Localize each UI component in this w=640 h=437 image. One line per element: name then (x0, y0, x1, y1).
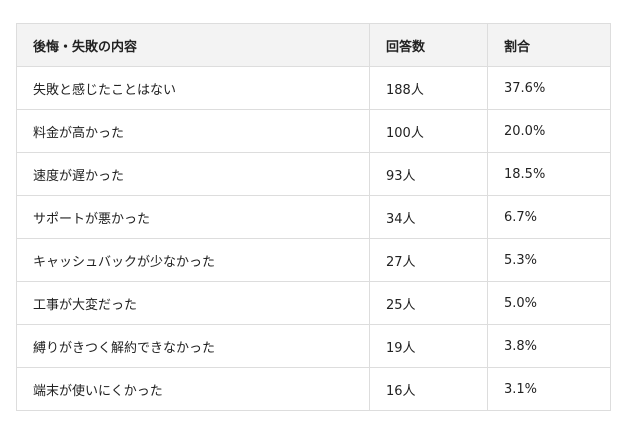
table-row: 縛りがきつく解約できなかった 19人 3.8% (16, 324, 611, 368)
cell-ratio: 5.0% (487, 281, 611, 325)
cell-ratio: 3.8% (487, 324, 611, 368)
cell-count: 27人 (369, 238, 488, 282)
header-content: 後悔・失敗の内容 (16, 23, 370, 67)
table-row: 速度が遅かった 93人 18.5% (16, 152, 611, 196)
table-row: 料金が高かった 100人 20.0% (16, 109, 611, 153)
cell-count: 34人 (369, 195, 488, 239)
cell-content: 速度が遅かった (16, 152, 370, 196)
cell-ratio: 18.5% (487, 152, 611, 196)
header-ratio: 割合 (487, 23, 611, 67)
table-row: キャッシュバックが少なかった 27人 5.3% (16, 238, 611, 282)
cell-content: 工事が大変だった (16, 281, 370, 325)
cell-ratio: 37.6% (487, 66, 611, 110)
cell-content: 端末が使いにくかった (16, 367, 370, 411)
cell-ratio: 6.7% (487, 195, 611, 239)
cell-content: サポートが悪かった (16, 195, 370, 239)
cell-count: 16人 (369, 367, 488, 411)
table-row: 端末が使いにくかった 16人 3.1% (16, 367, 611, 411)
table-row: サポートが悪かった 34人 6.7% (16, 195, 611, 239)
survey-table-container: 後悔・失敗の内容 回答数 割合 失敗と感じたことはない 188人 37.6% 料… (16, 23, 611, 411)
cell-count: 100人 (369, 109, 488, 153)
table-row: 失敗と感じたことはない 188人 37.6% (16, 66, 611, 110)
cell-count: 25人 (369, 281, 488, 325)
header-count: 回答数 (369, 23, 488, 67)
cell-ratio: 20.0% (487, 109, 611, 153)
cell-ratio: 5.3% (487, 238, 611, 282)
table-row: 工事が大変だった 25人 5.0% (16, 281, 611, 325)
cell-count: 93人 (369, 152, 488, 196)
cell-content: 料金が高かった (16, 109, 370, 153)
survey-results-table: 後悔・失敗の内容 回答数 割合 失敗と感じたことはない 188人 37.6% 料… (16, 23, 611, 411)
cell-content: 縛りがきつく解約できなかった (16, 324, 370, 368)
cell-content: キャッシュバックが少なかった (16, 238, 370, 282)
cell-count: 188人 (369, 66, 488, 110)
cell-ratio: 3.1% (487, 367, 611, 411)
cell-count: 19人 (369, 324, 488, 368)
table-header-row: 後悔・失敗の内容 回答数 割合 (16, 23, 611, 67)
cell-content: 失敗と感じたことはない (16, 66, 370, 110)
